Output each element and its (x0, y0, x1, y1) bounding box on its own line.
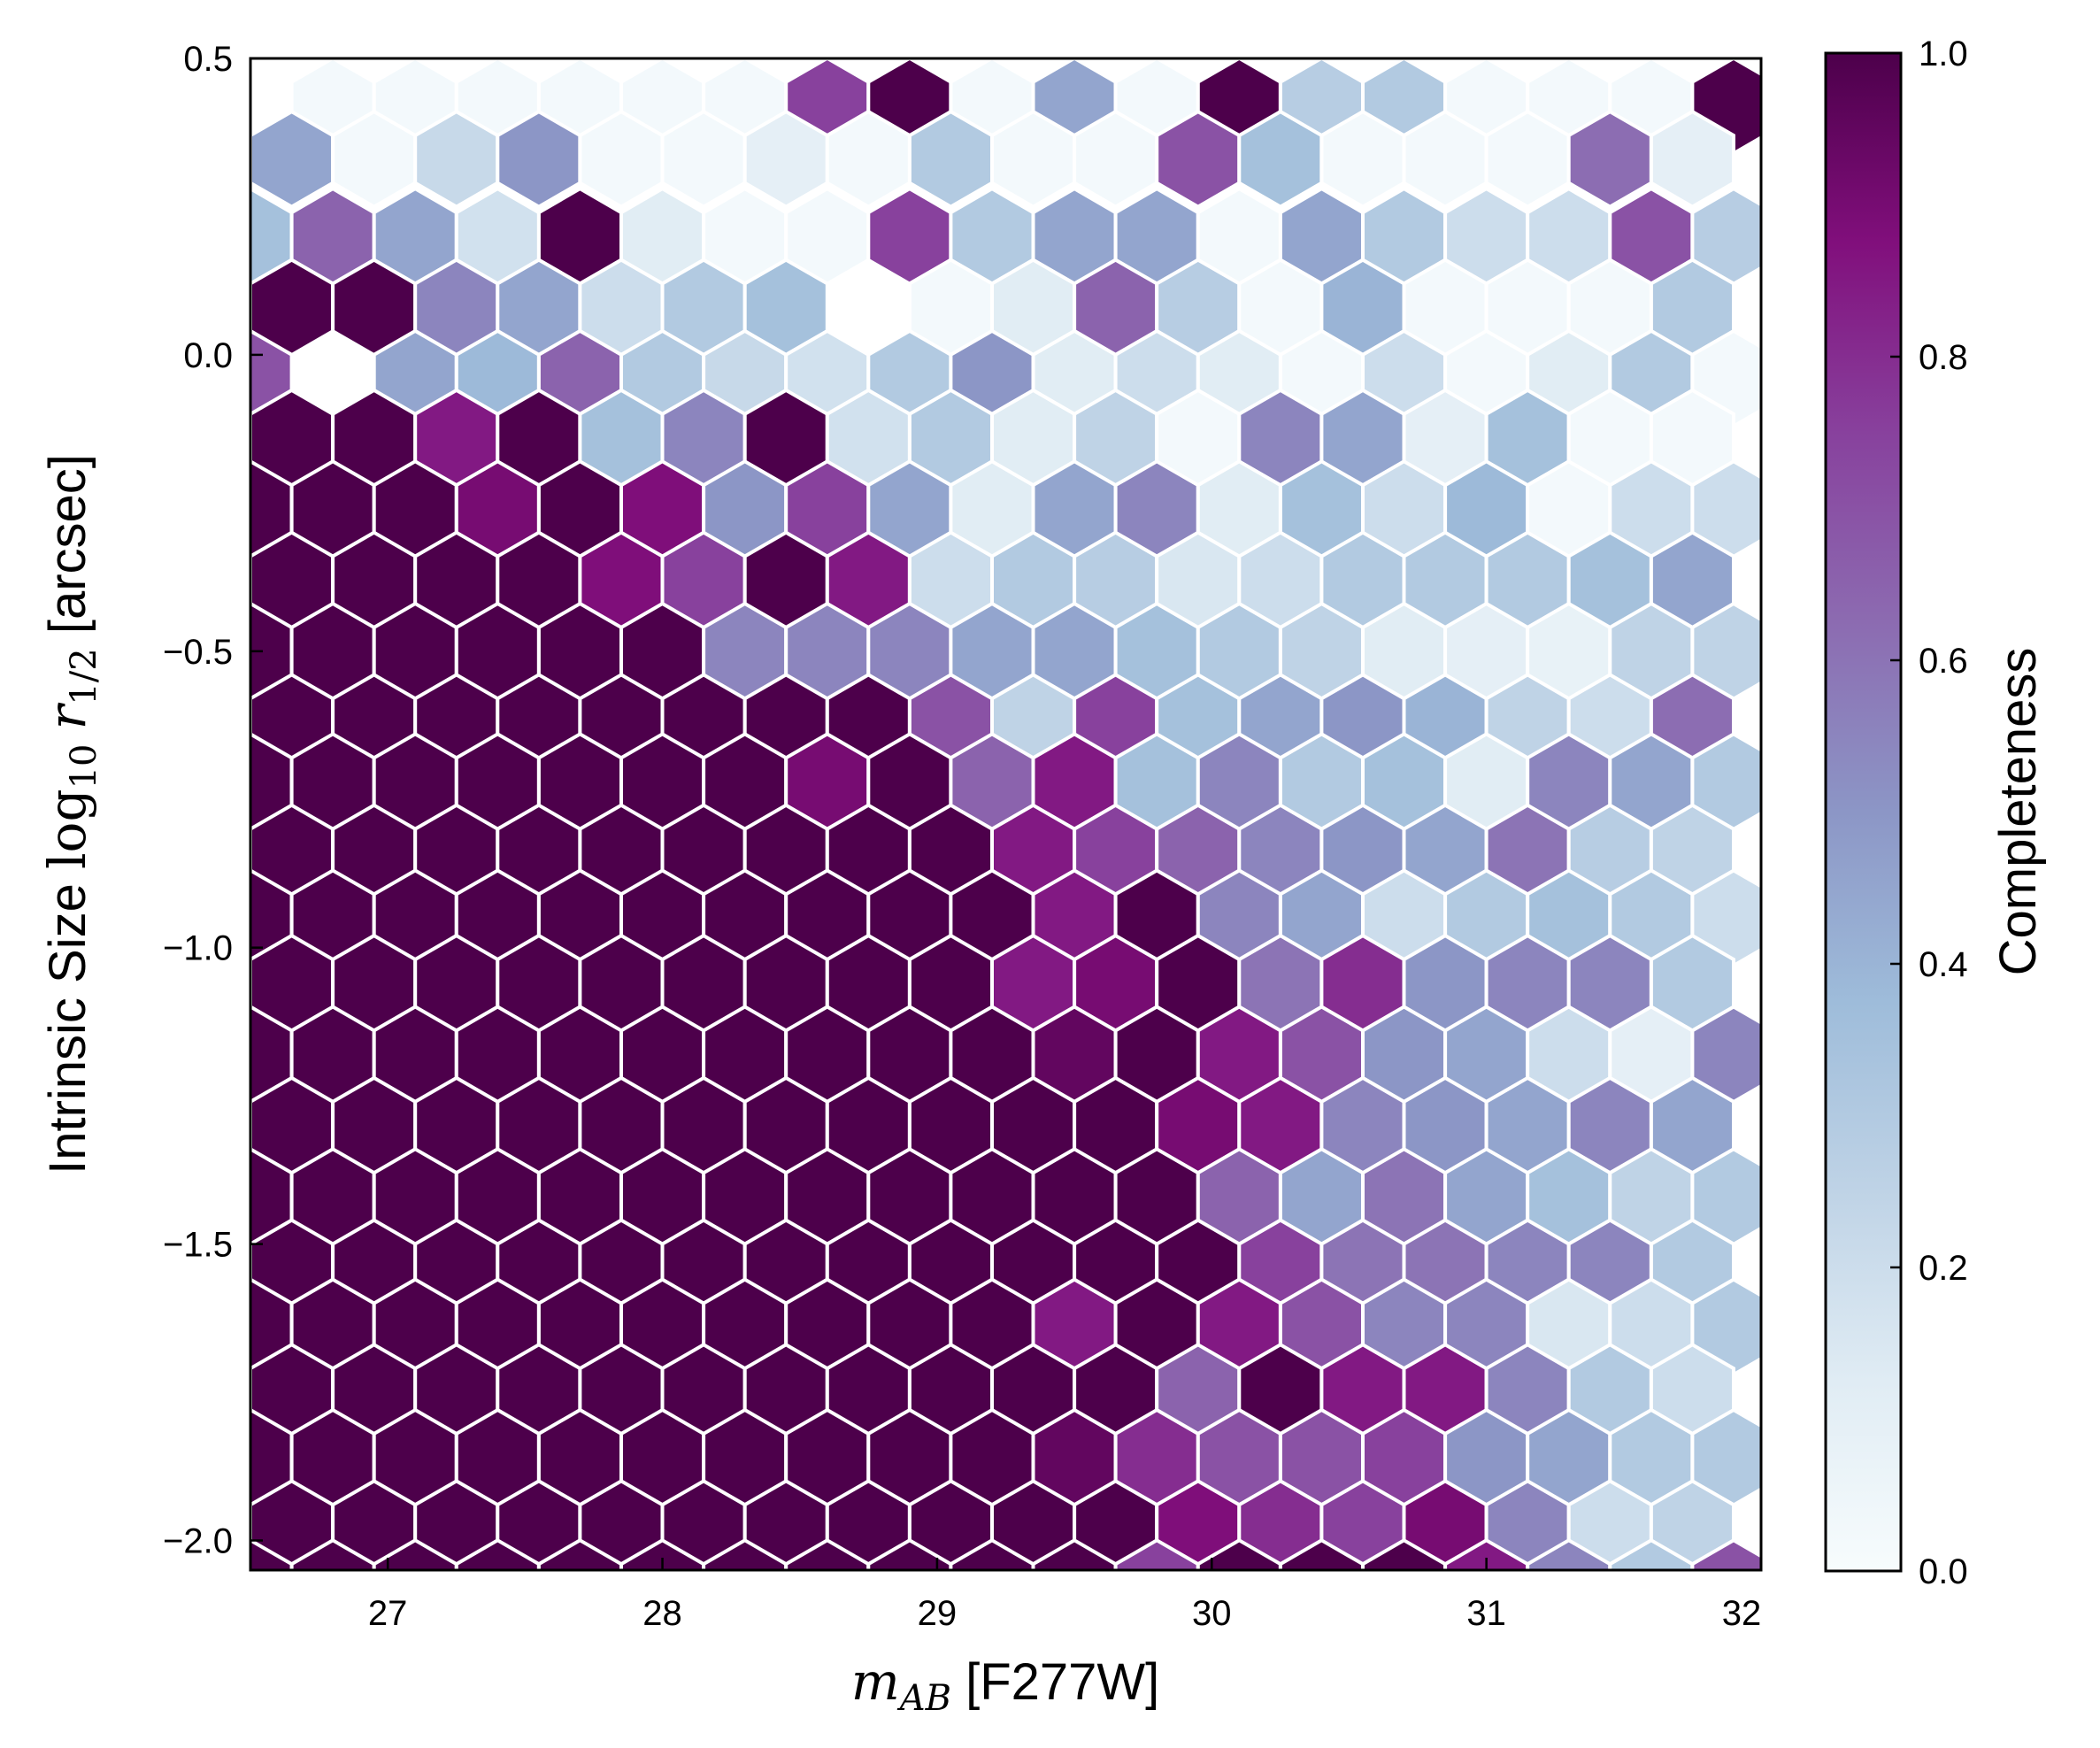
x-tick-label: 28 (642, 1594, 682, 1633)
colorbar-tick-label: 0.4 (1919, 945, 1968, 984)
hexbin-cell (1649, 1479, 1735, 1570)
y-tick-label: −2.0 (163, 1522, 233, 1561)
colorbar-tick-label: 0.2 (1919, 1249, 1968, 1288)
y-tick-label: −1.5 (163, 1226, 233, 1265)
x-axis: 27 28 29 30 31 32 (368, 1558, 1763, 1633)
y-tick-label: 0.0 (183, 336, 233, 375)
x-tick-label: 30 (1192, 1594, 1232, 1633)
hexbin-cell (1649, 109, 1735, 209)
colorbar-tick-label: 0.6 (1919, 642, 1968, 681)
x-tick-label: 27 (368, 1594, 408, 1633)
colorbar (1824, 51, 1903, 1573)
hexbin-cell (1690, 1537, 1761, 1570)
y-tick-label: 0.5 (183, 40, 233, 79)
colorbar-label: Completeness (1989, 648, 2047, 976)
x-tick-label: 31 (1466, 1594, 1506, 1633)
colorbar-ticks: 0.0 0.2 0.4 0.6 0.8 1.0 (1890, 35, 1968, 1591)
colorbar-tick-label: 1.0 (1919, 35, 1968, 73)
colorbar-tick-label: 0.0 (1919, 1552, 1968, 1591)
x-tick-label: 32 (1722, 1594, 1762, 1633)
x-axis-label: mAB [F277W] (851, 1652, 1160, 1719)
colorbar-tick-label: 0.8 (1919, 338, 1968, 377)
y-tick-label: −0.5 (163, 633, 233, 672)
hexbin-cells (250, 58, 1761, 1570)
y-axis: 0.5 0.0 −0.5 −1.0 −1.5 −2.0 (163, 40, 263, 1561)
y-tick-label: −1.0 (163, 929, 233, 968)
x-tick-label: 29 (918, 1594, 958, 1633)
plot-frame (249, 57, 1763, 1572)
y-axis-label: Intrinsic Size log10 r1/2 [arcsec] (37, 454, 104, 1174)
